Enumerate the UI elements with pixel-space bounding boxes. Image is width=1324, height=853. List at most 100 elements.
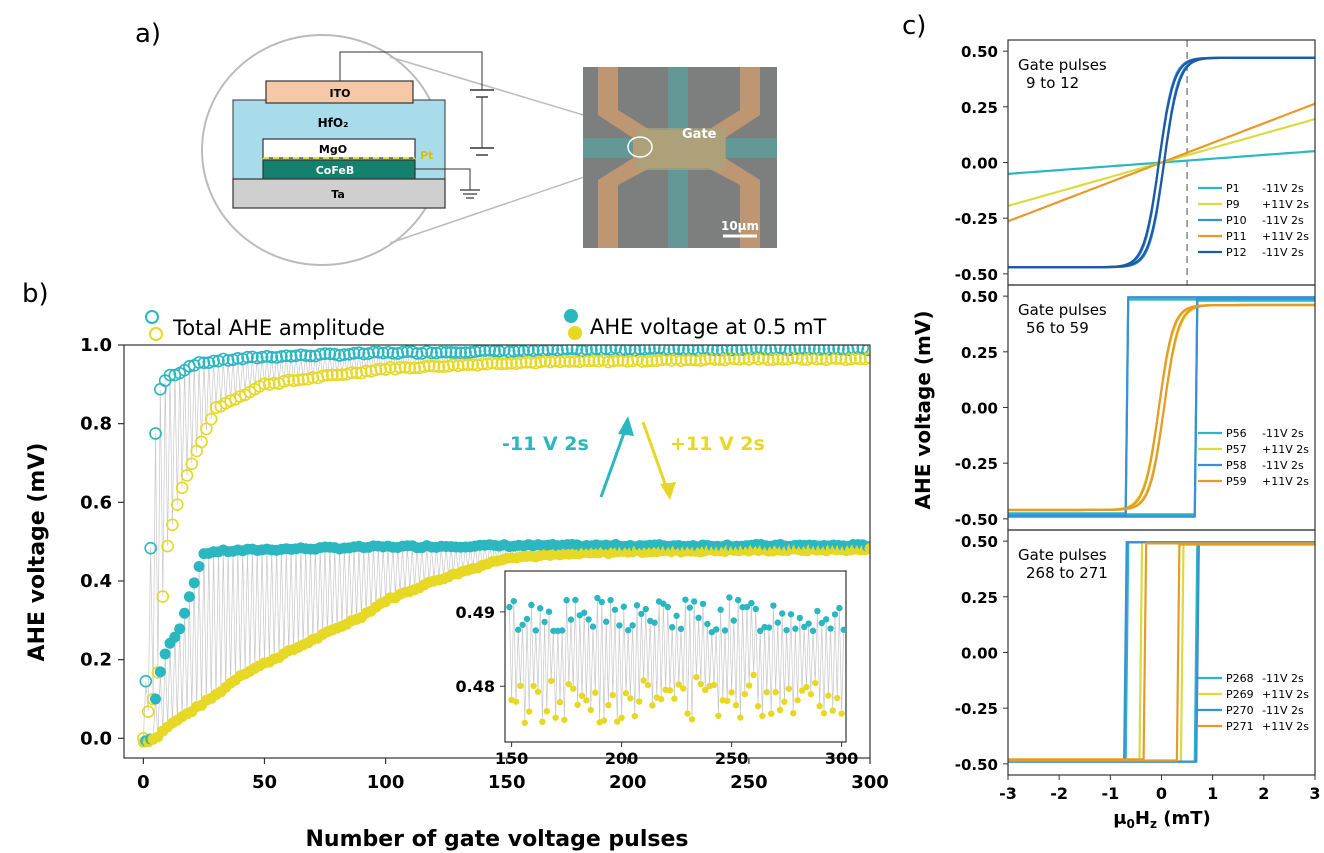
c-subplot-title-line1: Gate pulses (1018, 546, 1107, 564)
inset-point-yellow (781, 698, 788, 705)
inset-point-yellow (737, 714, 744, 721)
inset-point-yellow (750, 671, 757, 679)
b-ytick-label: 0.6 (80, 492, 112, 513)
b-point-total-yellow (500, 357, 513, 370)
c-legend-label: -11V 2s (1262, 459, 1304, 472)
b-point-total-yellow (481, 357, 494, 371)
inset-point-teal (699, 600, 707, 608)
inset-point-yellow (512, 698, 520, 705)
inset-point-yellow (724, 697, 731, 705)
c-curve-p58 (1008, 297, 1315, 518)
b-point-total-teal (425, 346, 438, 360)
b-point-total-yellow (495, 357, 509, 371)
inset-point-yellow (838, 710, 845, 717)
b-point-total-teal (725, 345, 739, 357)
inset-point-teal (831, 611, 839, 618)
inset-point-teal (603, 618, 610, 625)
legend-ahe-voltage: AHE voltage at 0.5 mT (590, 315, 827, 339)
inset-point-teal (633, 602, 641, 609)
c-curve-p271 (1008, 542, 1315, 761)
b-point-total-yellow (432, 360, 446, 373)
inset-point-yellow (631, 712, 638, 720)
b-point-total-yellow (292, 373, 305, 387)
b-point-total-teal (454, 346, 467, 360)
inset-point-yellow (728, 689, 735, 696)
inset-point-teal (625, 627, 632, 634)
inset-point-yellow (732, 701, 740, 709)
b-point-total-yellow (713, 353, 727, 366)
inset-point-yellow (807, 690, 814, 698)
b-point-total-yellow (606, 354, 620, 368)
b-point-total-yellow (263, 378, 276, 391)
inset-point-yellow (746, 682, 753, 689)
c-legend-label: -11V 2s (1262, 182, 1304, 195)
c-ytick-label: 0.50 (961, 43, 998, 61)
b-point-total-yellow (359, 364, 373, 378)
b-point-total-yellow (728, 352, 741, 366)
c-curve-p271 (1008, 543, 1315, 762)
inset-point-yellow (543, 708, 550, 715)
inset-point-yellow (671, 695, 678, 702)
layer-label-hfo2: HfO₂ (318, 116, 349, 130)
b-point-total-yellow (524, 355, 538, 369)
b-point-total-yellow (863, 351, 870, 365)
inset-point-yellow (688, 716, 696, 723)
b-point-total-teal (812, 345, 826, 356)
inset-point-yellow (649, 702, 656, 709)
c-curve-p59 (1008, 303, 1315, 512)
inset-point-teal (735, 596, 742, 604)
c-xtick-label: 2 (1258, 784, 1269, 803)
b-point-total-teal (342, 347, 356, 361)
inset-point-teal (607, 596, 614, 604)
b-point-total-yellow (723, 351, 736, 365)
inset-point-yellow (570, 685, 577, 692)
c-legend-label: -11V 2s (1262, 704, 1304, 717)
b-point-total-teal (260, 350, 274, 363)
b-point-total-teal (386, 347, 400, 360)
b-point-total-teal (352, 346, 366, 359)
b-point-total-teal (221, 354, 235, 367)
inset-point-teal (660, 600, 667, 607)
b-ytick-label: 0.4 (80, 571, 112, 592)
annotation-plus11v: +11 V 2s (670, 433, 765, 455)
inset-xtick-label: 200 (605, 749, 638, 768)
inset-point-teal (801, 623, 808, 631)
inset-point-teal (563, 597, 570, 604)
b-point-total-teal (444, 345, 458, 359)
b-point-total-teal (599, 345, 613, 356)
b-point-total-teal (434, 345, 448, 359)
b-point-total-yellow (282, 373, 296, 387)
c-ytick-label: 0.25 (961, 589, 998, 607)
legend-filled-teal (564, 309, 578, 323)
c-legend-label: +11V 2s (1262, 230, 1309, 243)
inset-point-teal (559, 627, 566, 634)
b-point-total-yellow (650, 354, 664, 368)
inset-point-teal (651, 619, 658, 626)
inset-point-yellow (741, 690, 748, 698)
b-point-total-yellow (296, 373, 310, 386)
c-ytick-label: -0.25 (955, 700, 998, 718)
inset-point-teal (796, 614, 803, 622)
c-legend-name: P56 (1226, 427, 1247, 440)
b-point-total-teal (318, 347, 332, 361)
inset-point-yellow (618, 714, 625, 722)
b-point-ahe-teal (159, 648, 171, 660)
inset-point-yellow (768, 710, 775, 717)
b-point-total-teal (144, 541, 157, 555)
c-ytick-label: -0.50 (955, 511, 998, 529)
b-point-total-yellow (858, 352, 870, 366)
b-point-total-teal (493, 345, 506, 358)
inset-point-teal (730, 617, 737, 624)
b-point-total-yellow (737, 351, 751, 365)
b-point-total-yellow (490, 357, 504, 371)
b-point-total-teal (275, 350, 288, 363)
b-point-total-teal (556, 345, 569, 356)
b-point-total-yellow (166, 518, 179, 532)
b-point-total-yellow (451, 359, 465, 373)
c-xtick-label: -2 (1050, 784, 1068, 803)
c-xtick-label: 3 (1309, 784, 1320, 803)
b-point-total-yellow (330, 368, 344, 382)
layer-label-pt: Pt (420, 149, 433, 162)
c-subplot-title-line2: 268 to 271 (1026, 564, 1108, 582)
c-xtick-label: 1 (1207, 784, 1218, 803)
